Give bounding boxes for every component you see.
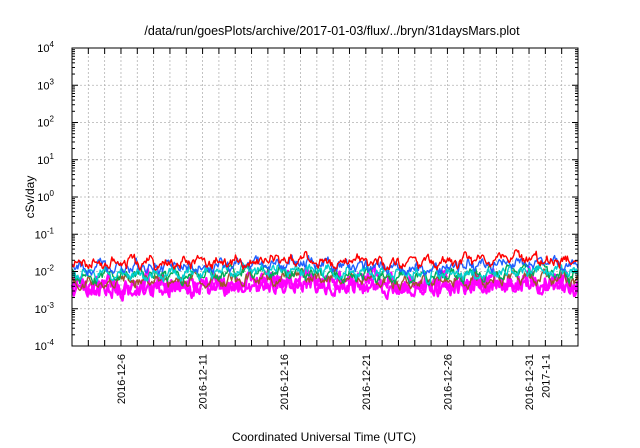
series-group xyxy=(70,249,579,302)
x-tick-label: 2016-12-6 xyxy=(116,354,128,404)
y-tick-label: 100 xyxy=(37,189,54,204)
y-tick-label: 10-1 xyxy=(35,226,55,241)
y-tick-label: 10-4 xyxy=(35,338,55,353)
y-axis-label: cSv/day xyxy=(23,176,37,219)
series-line xyxy=(71,249,579,271)
x-tick-label: 2016-12-21 xyxy=(361,354,373,410)
y-tick-label: 102 xyxy=(37,115,54,130)
y-axis: 10-4 10-3 10-2 10-1 100 101 102 103 104 xyxy=(35,40,578,353)
chart-title: /data/run/goesPlots/archive/2017-01-03/f… xyxy=(144,24,520,38)
x-tick-label: 2016-12-16 xyxy=(279,354,291,410)
x-axis: 2016-12-6 2016-12-11 2016-12-16 2016-12-21 2… xyxy=(87,48,563,410)
y-tick-label: 103 xyxy=(37,77,54,92)
x-tick-label: 2016-12-11 xyxy=(198,354,210,409)
grid xyxy=(72,48,578,346)
x-tick-label: 2017-1-1 xyxy=(540,354,552,398)
x-tick-label: 2016-12-26 xyxy=(442,354,454,410)
x-tick-label: 2016-12-31 xyxy=(524,354,536,410)
y-tick-label: 10-3 xyxy=(35,301,55,316)
x-axis-label: Coordinated Universal Time (UTC) xyxy=(232,430,416,444)
series-line xyxy=(71,261,579,285)
y-tick-label: 101 xyxy=(37,152,54,167)
y-tick-label: 10-2 xyxy=(35,264,55,279)
y-tick-label: 104 xyxy=(37,40,54,55)
series-line xyxy=(71,254,579,277)
